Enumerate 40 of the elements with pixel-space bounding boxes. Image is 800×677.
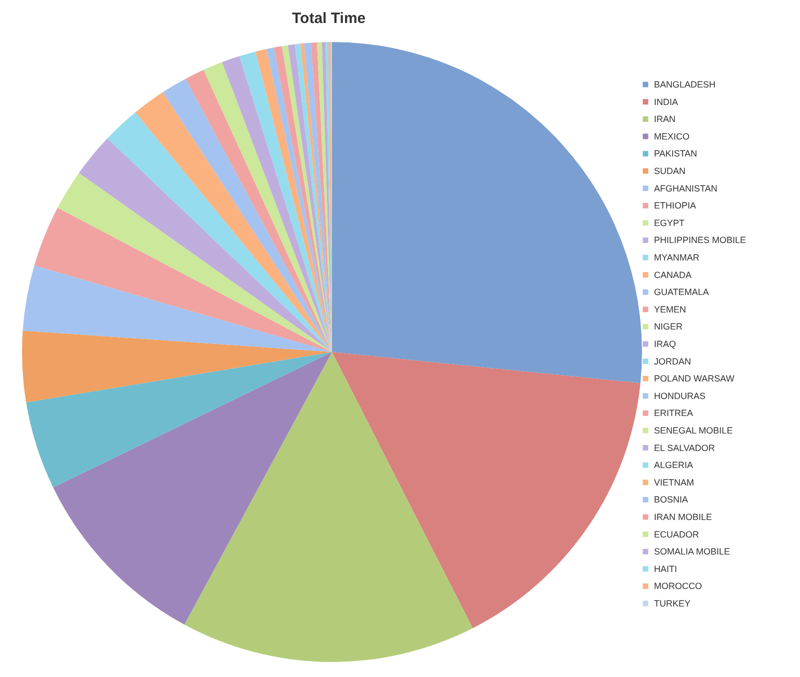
legend-label: IRAN MOBILE	[654, 512, 712, 522]
legend-label: JORDAN	[654, 356, 692, 366]
legend-label: ERITREA	[654, 408, 694, 418]
legend-label: BANGLADESH	[654, 80, 716, 90]
legend-label: VIETNAM	[654, 477, 694, 488]
legend-label: POLAND WARSAW	[654, 374, 735, 384]
legend-label: PAKISTAN	[654, 148, 698, 159]
legend-label: EGYPT	[654, 218, 686, 228]
legend-label: TURKEY	[654, 598, 691, 608]
legend-label: BOSNIA	[654, 494, 688, 505]
chart-title: Total Time	[292, 10, 366, 27]
legend-label: MYANMAR	[654, 252, 700, 262]
pie-slice	[34, 208, 332, 352]
pie-slice	[26, 352, 332, 488]
legend-label: INDIA	[654, 96, 678, 107]
legend-label: GUATEMALA	[654, 287, 709, 298]
pie-slice	[53, 352, 332, 625]
legend-label: MOROCCO	[654, 581, 702, 592]
legend-label: ECUADOR	[654, 529, 700, 540]
legend-label: SUDAN	[654, 166, 686, 176]
legend-label: PHILIPPINES MOBILE	[654, 235, 746, 246]
legend-label: IRAQ	[654, 339, 676, 349]
legend-label: NIGER	[654, 322, 684, 332]
pie-slice	[332, 42, 642, 384]
legend-label: AFGHANISTAN	[654, 183, 718, 194]
pie-slice	[135, 92, 332, 352]
legend-label: ALGERIA	[654, 460, 694, 470]
legend-label: HONDURAS	[654, 390, 706, 401]
pie-slice	[22, 330, 332, 402]
legend-label: MEXICO	[654, 131, 690, 142]
legend-label: SENEGAL MOBILE	[654, 426, 733, 436]
legend-label: SOMALIA MOBILE	[654, 546, 730, 557]
pie-slice	[184, 352, 473, 662]
legend-label: ETHIOPIA	[654, 200, 696, 211]
legend-label: IRAN	[654, 114, 676, 124]
legend-label: HAITI	[654, 564, 678, 574]
legend-label: EL SALVADOR	[654, 442, 716, 453]
legend-label: CANADA	[654, 270, 692, 280]
pie-slice	[332, 352, 640, 628]
legend-label: YEMEN	[654, 304, 686, 314]
